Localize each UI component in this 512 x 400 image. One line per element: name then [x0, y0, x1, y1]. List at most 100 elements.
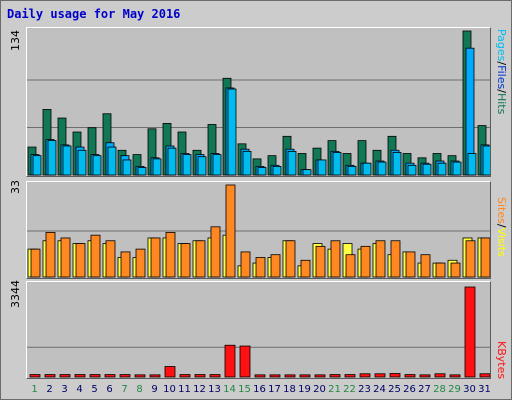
kbytes-bar — [134, 374, 146, 378]
pages-bar — [302, 169, 312, 176]
kbytes-bar — [254, 374, 266, 378]
sites-bar — [315, 245, 326, 278]
day-tick-label: 27 — [418, 384, 431, 395]
sites-bar — [240, 251, 251, 278]
kbytes-bar — [179, 374, 191, 378]
sites-bar — [195, 240, 206, 278]
chart-title: Daily usage for May 2016 — [7, 7, 181, 21]
day-tick-label: 26 — [403, 384, 416, 395]
day-tick-label: 21 — [328, 384, 341, 395]
kbytes-bar — [269, 374, 281, 378]
legend-visits: Visits — [495, 227, 508, 257]
pages-bar — [422, 163, 432, 176]
kbytes-bar — [389, 373, 401, 378]
kbytes-bar — [434, 373, 446, 378]
pages-bar — [92, 155, 102, 176]
pages-bar — [167, 147, 177, 176]
visits-legend: Sites/Visits — [495, 197, 508, 257]
sites-bar — [135, 248, 146, 278]
pages-bar — [47, 140, 57, 176]
sites-bar — [480, 237, 490, 278]
day-tick-label: 31 — [478, 384, 491, 395]
kbytes-bar — [239, 345, 251, 378]
kbytes-bar — [329, 374, 341, 378]
day-tick-label: 12 — [193, 384, 206, 395]
pages-bar — [332, 152, 342, 176]
sites-bar — [330, 240, 341, 278]
kbytes-max-label: 3344 — [9, 280, 22, 308]
day-tick-label: 7 — [121, 384, 128, 395]
day-tick-label: 6 — [106, 384, 113, 395]
kbytes-legend: KBytes — [495, 341, 508, 379]
hits-files-pages-plot — [27, 30, 490, 176]
sites-bar — [180, 243, 191, 278]
pages-bar — [407, 164, 417, 176]
sites-bar — [345, 254, 356, 278]
day-tick-label: 19 — [298, 384, 311, 395]
day-tick-label: 13 — [208, 384, 221, 395]
kbytes-bar — [209, 374, 221, 378]
pages-bar — [257, 167, 267, 176]
pages-bar — [347, 166, 357, 176]
kbytes-bar — [479, 373, 490, 378]
kbytes-bar — [464, 286, 476, 378]
day-tick-label: 25 — [388, 384, 401, 395]
day-tick-label: 20 — [313, 384, 326, 395]
pages-bar — [152, 158, 162, 176]
day-tick-label: 29 — [448, 384, 461, 395]
pages-bar — [467, 153, 477, 176]
sites-bar — [450, 262, 461, 278]
sites-bar — [465, 240, 476, 278]
visits-max-label: 33 — [9, 180, 22, 194]
kbytes-bar — [404, 374, 416, 378]
day-tick-label: 5 — [91, 384, 98, 395]
kbytes-bar — [149, 374, 161, 378]
kbytes-bar — [419, 374, 431, 378]
pages-bar — [32, 155, 42, 176]
kbytes-panel — [26, 281, 491, 379]
pages-bar — [392, 152, 402, 176]
day-tick-label: 18 — [283, 384, 296, 395]
day-tick-label: 8 — [136, 384, 143, 395]
pages-bar — [377, 161, 387, 176]
kbytes-bar — [359, 373, 371, 378]
pages-bar — [212, 154, 222, 176]
kbytes-bar — [29, 374, 41, 378]
pages-bar — [437, 162, 447, 176]
sites-bar — [120, 251, 131, 278]
day-tick-label: 1 — [31, 384, 38, 395]
sites-bar — [225, 184, 236, 278]
day-tick-label: 24 — [373, 384, 386, 395]
pages-bar — [272, 166, 282, 176]
pages-bar — [227, 88, 237, 176]
pages-bar — [77, 149, 87, 176]
sites-bar — [300, 259, 311, 278]
sites-bar — [45, 231, 56, 278]
day-tick-label: 23 — [358, 384, 371, 395]
visits-sites-plot — [27, 184, 490, 278]
kbytes-bar — [299, 374, 311, 378]
kbytes-plot — [27, 286, 490, 378]
pages-bar — [317, 159, 327, 176]
kbytes-bar — [104, 374, 116, 378]
pages-bar — [452, 161, 462, 176]
hits-files-pages-panel — [26, 27, 491, 177]
sites-bar — [435, 262, 446, 278]
day-tick-label: 22 — [343, 384, 356, 395]
kbytes-bar — [74, 374, 86, 378]
kbytes-bar — [314, 374, 326, 378]
hits-max-label: 134 — [9, 30, 22, 51]
day-tick-label: 17 — [268, 384, 281, 395]
pages-bar — [182, 154, 192, 176]
pages-bar — [107, 146, 117, 176]
pages-bar — [362, 162, 372, 176]
pages-bar — [137, 167, 147, 176]
pages-bar — [242, 150, 252, 176]
day-tick-label: 16 — [253, 384, 266, 395]
kbytes-bar — [119, 374, 131, 378]
legend-sites: Sites — [495, 197, 508, 224]
day-tick-label: 11 — [178, 384, 191, 395]
sites-bar — [210, 226, 221, 278]
kbytes-bar — [89, 374, 101, 378]
